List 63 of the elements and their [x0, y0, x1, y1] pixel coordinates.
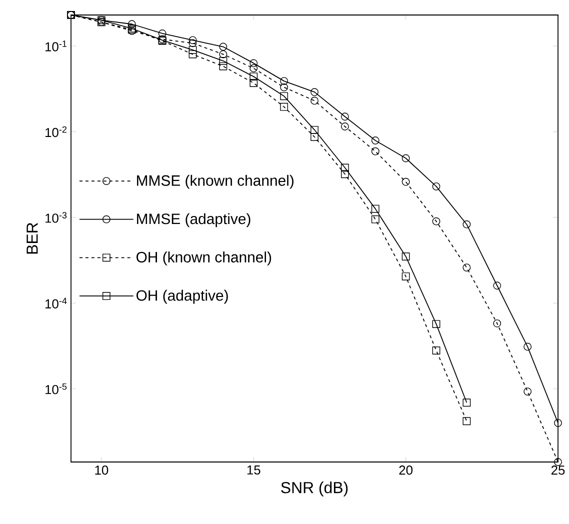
legend-label: MMSE (known channel) [137, 174, 294, 189]
point [340, 164, 349, 172]
point [128, 20, 136, 28]
point [340, 122, 349, 130]
point [462, 417, 471, 426]
point [250, 79, 258, 87]
point [280, 83, 288, 92]
x-tick-label: 10 [95, 466, 108, 475]
point [432, 217, 440, 226]
point [402, 272, 410, 280]
point [432, 320, 440, 328]
point [402, 178, 410, 186]
point [340, 170, 349, 178]
point [188, 39, 197, 48]
legend-label: OH (known channel) [136, 252, 272, 266]
point [310, 126, 318, 134]
point [554, 418, 562, 427]
point [188, 36, 197, 44]
x-tick-label: 25 [551, 466, 565, 475]
x-tick-label: 20 [399, 466, 413, 475]
point [554, 458, 562, 466]
point [250, 72, 258, 81]
x-axis-title: SNR (dB) [281, 482, 348, 496]
point [524, 342, 532, 351]
point [310, 96, 318, 105]
point [310, 88, 318, 96]
point [462, 264, 471, 272]
point [493, 282, 502, 290]
point [371, 136, 380, 144]
point [280, 92, 288, 100]
y-tick-label: 10$^{-2}$ [46, 126, 67, 138]
point [371, 204, 380, 213]
y-tick-label: 10$^{-3}$ [46, 212, 67, 223]
point [188, 50, 197, 58]
point [250, 59, 258, 68]
point [158, 30, 166, 38]
point [402, 252, 410, 260]
point [371, 215, 380, 224]
legend-label: MMSE (adaptive) [137, 213, 250, 228]
point [280, 77, 288, 85]
point [310, 132, 318, 141]
point [462, 220, 471, 228]
point [250, 64, 258, 72]
y-axis-title: BER [26, 222, 38, 254]
x-tick-label: 15 [247, 466, 260, 475]
point [340, 112, 349, 121]
point [280, 102, 288, 111]
point [219, 56, 228, 65]
point [219, 50, 228, 58]
point [524, 388, 532, 396]
point [432, 182, 440, 190]
point [493, 319, 502, 328]
point [188, 46, 197, 54]
point [219, 42, 228, 51]
legend-label: OH (adaptive) [136, 290, 228, 304]
point [219, 62, 228, 70]
point [371, 147, 380, 156]
point [402, 154, 410, 162]
y-tick-label: 10$^{-4}$ [46, 298, 67, 308]
point [432, 346, 440, 354]
y-tick-label: 10$^{-5}$ [46, 383, 67, 394]
y-tick-label: 10$^{-1}$ [46, 40, 67, 52]
point [462, 398, 471, 407]
